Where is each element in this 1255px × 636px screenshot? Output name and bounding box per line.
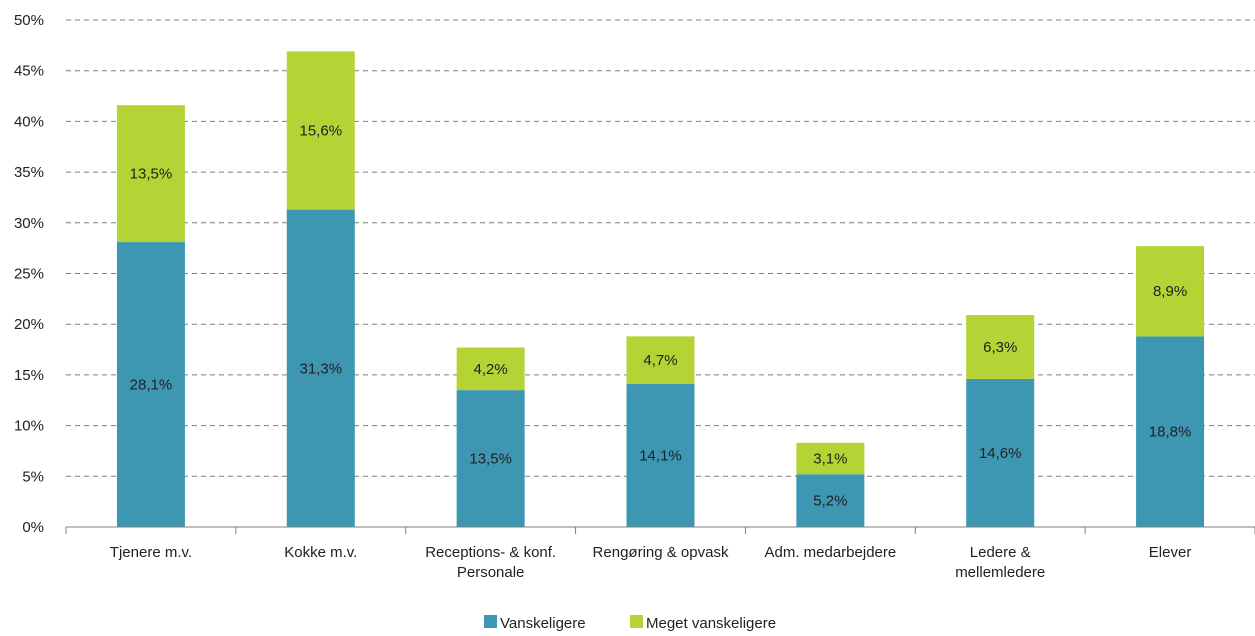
x-category-label: Adm. medarbejdere bbox=[764, 544, 896, 561]
y-tick-label: 30% bbox=[14, 215, 44, 232]
bar-meget-vanskeligere bbox=[116, 105, 185, 243]
legend-label: Vanskeligere bbox=[500, 615, 586, 632]
bar-meget-vanskeligere bbox=[796, 442, 865, 475]
legend: Vanskeligere Meget vanskeligere bbox=[484, 615, 776, 632]
x-category-label: Rengøring & opvask bbox=[593, 544, 729, 561]
data-label: 15,6% bbox=[300, 123, 343, 140]
data-label: 6,3% bbox=[983, 339, 1017, 356]
bar-meget-vanskeligere bbox=[456, 347, 525, 391]
y-tick-label: 45% bbox=[14, 63, 44, 80]
x-category-label: Receptions- & konf. Personale bbox=[425, 544, 556, 581]
data-label: 13,5% bbox=[130, 166, 173, 183]
y-tick-label: 15% bbox=[14, 367, 44, 384]
gridlines bbox=[66, 19, 1255, 477]
bar-meget-vanskeligere bbox=[1136, 246, 1205, 337]
x-category-label: Kokke m.v. bbox=[284, 544, 357, 561]
y-tick-label: 0% bbox=[22, 519, 44, 536]
data-label: 31,3% bbox=[300, 360, 343, 377]
x-category-label: Ledere & mellemledere bbox=[955, 544, 1045, 581]
legend-swatch bbox=[484, 615, 497, 628]
bar-meget-vanskeligere bbox=[286, 51, 355, 210]
y-tick-label: 40% bbox=[14, 113, 44, 130]
y-tick-label: 5% bbox=[22, 468, 44, 485]
bar-vanskeligere bbox=[1136, 336, 1205, 527]
bar-vanskeligere bbox=[116, 242, 185, 528]
y-tick-label: 35% bbox=[14, 164, 44, 181]
data-label: 18,8% bbox=[1149, 424, 1192, 441]
bar-vanskeligere bbox=[966, 378, 1035, 527]
data-label: 14,6% bbox=[979, 445, 1022, 462]
data-label: 3,1% bbox=[813, 451, 847, 468]
x-category-label: Tjenere m.v. bbox=[110, 544, 192, 561]
y-axis: 0% 5% 10% 15% 20% 25% 30% 35% 40% 45% 50% bbox=[14, 12, 44, 536]
x-axis: Tjenere m.v. Kokke m.v. Receptions- & konf… bbox=[65, 526, 1255, 581]
y-tick-label: 10% bbox=[14, 418, 44, 435]
bar-vanskeligere bbox=[626, 384, 695, 527]
y-tick-label: 50% bbox=[14, 12, 44, 29]
bar-vanskeligere bbox=[456, 390, 525, 527]
y-tick-label: 25% bbox=[14, 266, 44, 283]
data-label: 8,9% bbox=[1153, 283, 1187, 300]
bars: 28,1% 13,5% 31,3% 15,6% 13,5% 4,2% 14,1% 4,7% 5,… bbox=[116, 51, 1205, 528]
legend-label: Meget vanskeligere bbox=[646, 615, 776, 632]
data-label: 4,2% bbox=[474, 361, 508, 378]
data-label: 13,5% bbox=[469, 451, 512, 468]
bar-vanskeligere bbox=[796, 474, 865, 527]
data-label: 5,2% bbox=[813, 493, 847, 510]
data-label: 28,1% bbox=[130, 377, 173, 394]
y-tick-label: 20% bbox=[14, 316, 44, 333]
bar-vanskeligere bbox=[286, 209, 355, 528]
bar-meget-vanskeligere bbox=[966, 315, 1035, 379]
data-label: 4,7% bbox=[643, 352, 677, 369]
data-label: 14,1% bbox=[639, 448, 682, 465]
legend-swatch bbox=[630, 615, 643, 628]
x-category-label: Elever bbox=[1149, 544, 1192, 561]
bar-meget-vanskeligere bbox=[626, 336, 695, 385]
